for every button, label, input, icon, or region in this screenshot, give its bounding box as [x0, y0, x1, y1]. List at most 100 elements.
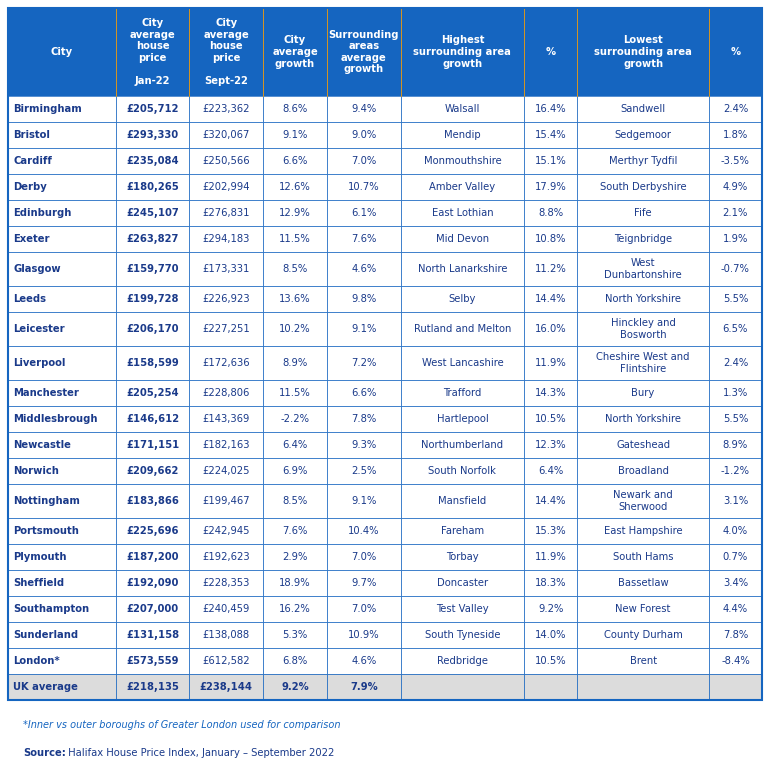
- Text: Edinburgh: Edinburgh: [13, 208, 72, 218]
- Text: £225,696: £225,696: [126, 526, 179, 536]
- Bar: [524, 544, 578, 570]
- Text: Source:: Source:: [23, 748, 66, 758]
- Text: 8.9%: 8.9%: [283, 358, 308, 368]
- Text: 9.2%: 9.2%: [281, 682, 309, 692]
- Bar: [263, 622, 327, 648]
- Text: 9.1%: 9.1%: [351, 324, 377, 334]
- Bar: [116, 8, 189, 96]
- Bar: [116, 432, 189, 458]
- Text: 9.8%: 9.8%: [351, 294, 377, 304]
- Text: 6.9%: 6.9%: [283, 466, 308, 476]
- Text: 12.3%: 12.3%: [535, 440, 567, 450]
- Bar: [263, 96, 327, 122]
- Bar: [263, 8, 327, 96]
- Bar: [400, 122, 524, 148]
- Bar: [8, 458, 116, 484]
- Bar: [116, 380, 189, 406]
- Bar: [327, 122, 400, 148]
- Bar: [327, 544, 400, 570]
- Bar: [327, 96, 400, 122]
- Bar: [8, 200, 116, 226]
- Bar: [400, 648, 524, 674]
- Bar: [400, 346, 524, 380]
- Bar: [578, 226, 709, 252]
- Text: 15.4%: 15.4%: [535, 130, 567, 140]
- Text: 5.5%: 5.5%: [723, 414, 748, 424]
- Bar: [263, 596, 327, 622]
- Text: Nottingham: Nottingham: [13, 496, 80, 506]
- Text: 11.5%: 11.5%: [280, 388, 311, 398]
- Text: 9.1%: 9.1%: [351, 496, 377, 506]
- Text: 8.6%: 8.6%: [283, 104, 308, 114]
- Text: Walsall: Walsall: [445, 104, 480, 114]
- Text: £187,200: £187,200: [126, 552, 179, 562]
- Text: 17.9%: 17.9%: [535, 182, 567, 192]
- Bar: [327, 312, 400, 346]
- Bar: [709, 432, 762, 458]
- Bar: [400, 544, 524, 570]
- Text: 7.6%: 7.6%: [283, 526, 308, 536]
- Text: %: %: [730, 47, 741, 57]
- Bar: [263, 252, 327, 286]
- Text: County Durham: County Durham: [604, 630, 682, 640]
- Bar: [578, 518, 709, 544]
- Text: 12.9%: 12.9%: [280, 208, 311, 218]
- Bar: [578, 622, 709, 648]
- Text: £320,067: £320,067: [203, 130, 250, 140]
- Bar: [709, 622, 762, 648]
- Text: 4.9%: 4.9%: [723, 182, 748, 192]
- Text: Broadland: Broadland: [618, 466, 668, 476]
- Bar: [263, 226, 327, 252]
- Bar: [524, 346, 578, 380]
- Bar: [327, 674, 400, 700]
- Bar: [8, 518, 116, 544]
- Text: £138,088: £138,088: [203, 630, 249, 640]
- Text: £183,866: £183,866: [126, 496, 179, 506]
- Text: 9.4%: 9.4%: [351, 104, 377, 114]
- Bar: [116, 312, 189, 346]
- Text: Hinckley and
Bosworth: Hinckley and Bosworth: [611, 318, 675, 340]
- Text: £205,254: £205,254: [126, 388, 179, 398]
- Text: London*: London*: [13, 656, 60, 666]
- Bar: [524, 96, 578, 122]
- Bar: [524, 252, 578, 286]
- Text: 16.0%: 16.0%: [535, 324, 567, 334]
- Bar: [400, 406, 524, 432]
- Bar: [578, 200, 709, 226]
- Text: Cardiff: Cardiff: [13, 156, 52, 166]
- Text: Gateshead: Gateshead: [616, 440, 670, 450]
- Text: Southampton: Southampton: [13, 604, 89, 614]
- Text: £245,107: £245,107: [126, 208, 179, 218]
- Text: £223,362: £223,362: [203, 104, 250, 114]
- Text: 2.5%: 2.5%: [351, 466, 377, 476]
- Text: Exeter: Exeter: [13, 234, 49, 244]
- Text: Doncaster: Doncaster: [437, 578, 488, 588]
- Text: £182,163: £182,163: [203, 440, 250, 450]
- Bar: [263, 432, 327, 458]
- Text: Sandwell: Sandwell: [621, 104, 666, 114]
- Bar: [263, 458, 327, 484]
- Text: Test Valley: Test Valley: [436, 604, 489, 614]
- Text: Middlesbrough: Middlesbrough: [13, 414, 98, 424]
- Bar: [189, 432, 263, 458]
- Text: 8.9%: 8.9%: [723, 440, 748, 450]
- Bar: [524, 174, 578, 200]
- Bar: [578, 346, 709, 380]
- Bar: [709, 174, 762, 200]
- Text: £250,566: £250,566: [203, 156, 250, 166]
- Text: 7.0%: 7.0%: [351, 604, 377, 614]
- Text: 2.4%: 2.4%: [723, 358, 748, 368]
- Bar: [189, 518, 263, 544]
- Bar: [189, 596, 263, 622]
- Bar: [8, 406, 116, 432]
- Text: Glasgow: Glasgow: [13, 264, 61, 274]
- Bar: [400, 674, 524, 700]
- Text: South Derbyshire: South Derbyshire: [600, 182, 686, 192]
- Text: 16.4%: 16.4%: [535, 104, 567, 114]
- Bar: [524, 622, 578, 648]
- Bar: [578, 458, 709, 484]
- Bar: [524, 484, 578, 518]
- Text: £173,331: £173,331: [203, 264, 250, 274]
- Bar: [189, 252, 263, 286]
- Bar: [524, 648, 578, 674]
